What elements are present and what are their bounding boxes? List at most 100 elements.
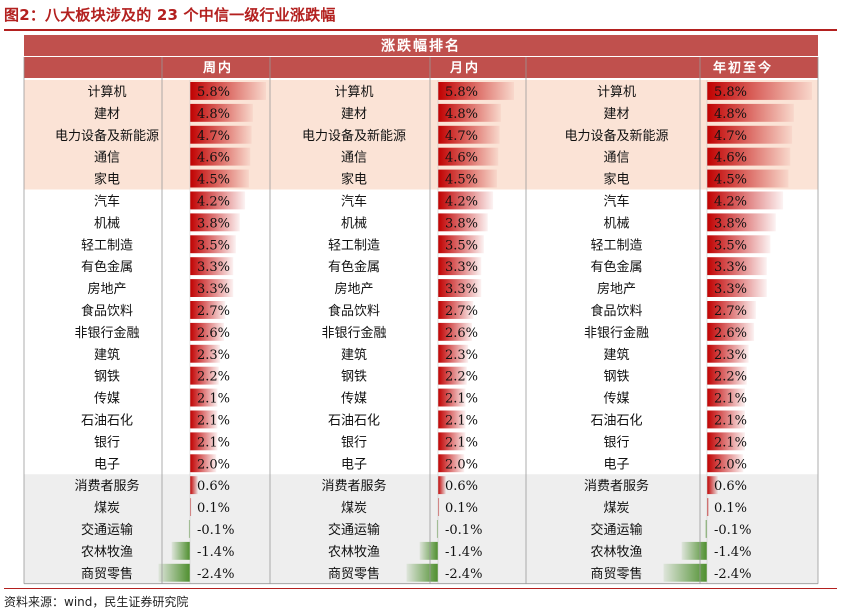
value-label: 4.5%	[197, 173, 230, 188]
value-label: 3.3%	[714, 282, 747, 297]
value-label: 2.7%	[197, 304, 230, 319]
value-label: 2.6%	[445, 326, 478, 341]
value-bar	[190, 125, 252, 144]
value-label: 0.1%	[445, 501, 478, 516]
value-label: 4.6%	[445, 151, 478, 166]
value-label: 3.3%	[445, 282, 478, 297]
industry-label: 煤炭	[94, 501, 120, 516]
industry-label: 通信	[603, 151, 629, 166]
value-bar	[190, 213, 240, 232]
title-rule	[4, 29, 837, 31]
value-label: 3.5%	[197, 238, 230, 253]
value-label: 2.0%	[197, 457, 230, 472]
value-bar	[438, 432, 466, 451]
industry-label: 轻工制造	[81, 238, 133, 253]
value-bar	[707, 82, 812, 100]
value-bar	[707, 388, 746, 407]
industry-label: 建材	[341, 107, 367, 122]
value-bar	[438, 322, 473, 341]
industry-label: 煤炭	[603, 501, 629, 516]
value-bar	[438, 454, 465, 473]
industry-label: 计算机	[87, 85, 126, 100]
industry-label: 商贸零售	[81, 566, 133, 582]
industry-label: 房地产	[334, 281, 373, 297]
value-label: 4.8%	[445, 107, 478, 122]
industry-label: 轻工制造	[328, 238, 380, 253]
industry-label: 银行	[94, 435, 120, 450]
value-bar	[438, 235, 484, 254]
table-title-bar	[24, 35, 818, 56]
value-label: 5.8%	[445, 85, 478, 100]
industry-label: 商贸零售	[328, 566, 380, 582]
value-bar	[438, 388, 466, 407]
value-bar	[707, 169, 789, 188]
value-label: 2.6%	[197, 326, 230, 341]
value-label: -2.4%	[714, 567, 751, 582]
figure-title: 图2：八大板块涉及的 23 个中信一级行业涨跌幅	[4, 6, 336, 24]
value-bar	[438, 147, 499, 166]
value-bar	[707, 213, 776, 232]
industry-label: 食品饮料	[590, 303, 642, 319]
value-label: 2.3%	[197, 348, 230, 363]
industry-label: 有色金属	[81, 259, 133, 275]
industry-label: 机械	[603, 216, 629, 231]
value-label: 2.1%	[197, 392, 230, 407]
value-label: 3.3%	[197, 260, 230, 275]
value-bar	[707, 103, 794, 122]
value-label: 5.8%	[197, 85, 230, 100]
column-header: 月内	[449, 60, 480, 76]
industry-label: 建材	[603, 107, 629, 122]
industry-label: 农林牧渔	[590, 545, 642, 560]
value-bar	[190, 498, 192, 516]
value-bar	[707, 476, 718, 495]
industry-label: 钢铁	[603, 370, 629, 385]
value-label: -1.4%	[714, 545, 751, 560]
industry-label: 食品饮料	[328, 303, 380, 319]
industry-label: 房地产	[87, 281, 126, 297]
value-bar	[438, 191, 494, 210]
industry-label: 建筑	[94, 347, 120, 363]
industry-label: 机械	[94, 216, 120, 231]
source-note: 资料来源：wind，民生证券研究院	[4, 595, 189, 609]
value-label: 4.7%	[445, 129, 478, 144]
value-bar	[190, 454, 217, 473]
value-label: 2.7%	[445, 304, 478, 319]
industry-label: 非银行金融	[74, 325, 139, 341]
value-label: 3.3%	[197, 282, 230, 297]
industry-label: 计算机	[597, 85, 636, 100]
value-bar	[681, 541, 707, 560]
value-bar	[707, 432, 746, 451]
value-label: -1.4%	[445, 545, 482, 560]
value-label: 0.1%	[197, 501, 230, 516]
industry-label: 家电	[341, 172, 367, 188]
value-bar	[707, 147, 791, 166]
value-bar	[707, 410, 746, 429]
industry-label: 传媒	[94, 392, 120, 407]
value-label: 2.3%	[714, 348, 747, 363]
value-bar	[707, 235, 771, 254]
industry-label: 钢铁	[341, 370, 367, 385]
value-bar	[436, 520, 438, 538]
industry-label: 汽车	[341, 193, 367, 209]
industry-label: 交通运输	[328, 522, 380, 538]
value-bar	[707, 322, 755, 341]
industry-label: 汽车	[603, 193, 629, 209]
industry-label: 建筑	[603, 347, 629, 363]
value-label: 2.3%	[445, 348, 478, 363]
value-label: 2.7%	[714, 304, 747, 319]
value-label: 4.2%	[445, 194, 478, 209]
value-bar	[707, 125, 793, 144]
value-label: -2.4%	[445, 567, 482, 582]
value-bar	[438, 82, 514, 100]
value-label: 2.1%	[445, 392, 478, 407]
value-bar	[190, 410, 218, 429]
value-bar	[705, 520, 707, 538]
value-label: 2.0%	[445, 457, 478, 472]
value-label: 4.5%	[445, 173, 478, 188]
industry-label: 电力设备及新能源	[55, 128, 159, 144]
value-bar	[158, 563, 190, 582]
value-bar	[190, 388, 218, 407]
value-label: 2.2%	[714, 370, 747, 385]
bottom-rule	[4, 588, 837, 589]
